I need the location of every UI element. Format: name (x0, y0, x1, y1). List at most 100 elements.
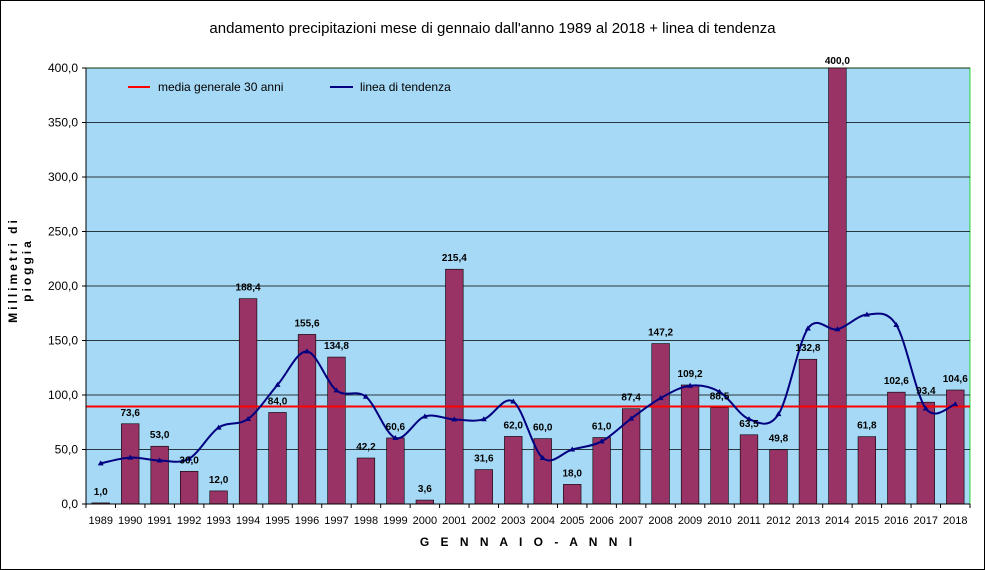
trend-marker (362, 393, 369, 399)
bar (563, 484, 582, 505)
y-tick-label: 150,0 (48, 334, 78, 348)
trend-marker (746, 416, 752, 422)
trend-marker (628, 415, 635, 421)
x-tick-label: 1996 (295, 515, 319, 527)
bar (238, 298, 258, 505)
data-label: 60,6 (386, 422, 406, 433)
data-label: 104,6 (943, 374, 968, 385)
x-tick-label: 1993 (206, 515, 230, 527)
trend-marker (657, 395, 664, 401)
x-tick-label: 2003 (501, 515, 525, 527)
data-label: 73,6 (120, 408, 140, 419)
data-label: 53,0 (150, 430, 170, 441)
y-tick-label: 100,0 (48, 388, 78, 402)
data-label: 88,5 (710, 392, 730, 403)
legend: media generale 30 anni linea di tendenza (128, 80, 451, 94)
trend-marker (274, 381, 281, 387)
x-tick-label: 2000 (413, 515, 437, 527)
bar (268, 412, 287, 505)
trend-marker (687, 382, 694, 388)
data-label: 1,0 (94, 487, 108, 498)
x-tick-label: 2013 (796, 515, 820, 527)
bar (150, 445, 169, 505)
y-tick-label: 250,0 (48, 225, 78, 239)
trend-marker (186, 455, 193, 461)
trend-marker (922, 405, 929, 411)
bar (415, 499, 435, 505)
data-label: 84,0 (268, 396, 288, 407)
x-tick-label: 2009 (678, 515, 702, 527)
axes (85, 68, 971, 508)
data-label: 18,0 (562, 468, 582, 479)
data-label: 42,2 (356, 442, 376, 453)
bar (828, 67, 847, 505)
data-label: 102,6 (884, 376, 909, 387)
trend-marker (215, 424, 222, 430)
trend-marker (893, 322, 900, 328)
trend-marker (451, 416, 458, 422)
data-label: 93,4 (916, 386, 936, 397)
y-tick-label: 350,0 (48, 116, 78, 130)
x-tick-label: 2015 (855, 515, 879, 527)
data-label: 30,0 (179, 455, 199, 466)
data-label: 109,2 (678, 369, 703, 380)
data-labels: 1,0 73,6 53,0 30,0 12,0 188,4 84,0 155,6 134,8 42… (94, 56, 968, 498)
data-label: 31,6 (474, 454, 494, 465)
x-tick-label: 2002 (472, 515, 496, 527)
x-tick-label: 2008 (648, 515, 672, 527)
x-tick-label: 2010 (707, 515, 731, 527)
bar (592, 437, 611, 505)
x-tick-label: 2011 (737, 515, 761, 527)
trend-marker (245, 415, 252, 421)
bar (327, 356, 346, 505)
bar (445, 268, 464, 505)
y-tick-label: 300,0 (48, 170, 78, 184)
y-tick-label: 200,0 (48, 279, 78, 293)
trend-marker (333, 387, 340, 393)
x-tick-label: 2012 (766, 515, 790, 527)
bar (739, 434, 759, 505)
x-tick-label: 1989 (88, 515, 112, 527)
trend-marker (952, 401, 959, 407)
bar (651, 343, 670, 505)
bar (474, 469, 493, 505)
data-label: 12,0 (209, 475, 229, 486)
bar (121, 423, 140, 505)
x-tick-label: 2016 (884, 515, 908, 527)
bar (710, 407, 729, 505)
y-tick-label: 400,0 (48, 61, 78, 75)
trend-line-group (97, 311, 959, 466)
trend-marker (863, 311, 870, 317)
legend-mean-label: media generale 30 anni (158, 80, 283, 94)
data-label: 134,8 (324, 341, 349, 352)
x-tick-label: 2006 (589, 515, 613, 527)
data-label: 87,4 (621, 393, 641, 404)
bar (356, 457, 376, 505)
x-tick-label: 2004 (530, 515, 554, 527)
trend-marker (539, 455, 546, 461)
data-label: 49,8 (769, 434, 789, 445)
data-label: 215,4 (442, 253, 467, 264)
x-tick-label: 2001 (442, 515, 466, 527)
data-label: 61,0 (592, 422, 612, 433)
bar (857, 436, 877, 505)
legend-trend-label: linea di tendenza (360, 80, 451, 94)
trend-marker (304, 348, 310, 354)
x-tick-label: 1991 (147, 515, 171, 527)
trend-marker (716, 388, 723, 394)
x-axis-label: G E N N A I O - A N N I (419, 535, 637, 549)
y-tick-labels: 0,0 50,0 100,0 150,0 200,0 250,0 300,0 350,0 400… (48, 61, 78, 511)
bar (916, 401, 935, 505)
bar (887, 391, 906, 505)
data-label: 62,0 (504, 420, 524, 431)
data-label: 63,5 (739, 419, 759, 430)
x-tick-label: 1998 (354, 515, 378, 527)
data-label: 188,4 (236, 283, 261, 294)
y-tick-label: 50,0 (55, 443, 79, 457)
x-tick-label: 2018 (943, 515, 967, 527)
bar (798, 358, 818, 505)
data-label: 147,2 (648, 328, 673, 339)
x-tick-label: 1995 (265, 515, 289, 527)
x-tick-label: 2014 (825, 515, 849, 527)
